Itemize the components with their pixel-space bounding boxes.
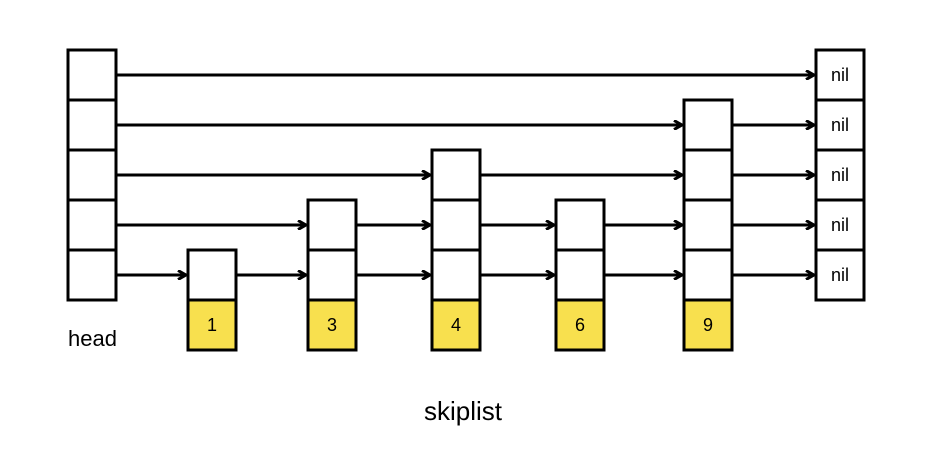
node-9-cell-level-2	[682, 148, 734, 202]
node-6-key-cell	[554, 298, 606, 352]
node-4-key-label: 4	[451, 315, 461, 335]
node-1-cell-level-0	[186, 248, 238, 302]
node-1-key-cell	[186, 298, 238, 352]
nil-label-level-1: nil	[831, 215, 849, 235]
node-3-key-cell	[306, 298, 358, 352]
nil-label-level-4: nil	[831, 65, 849, 85]
head-cell-level-3	[66, 98, 118, 152]
head-cell-level-2	[66, 148, 118, 202]
head-cell-level-1	[66, 198, 118, 252]
nil-cell-level-2	[814, 148, 866, 202]
node-9-cell-level-3	[682, 98, 734, 152]
node-1-key-label: 1	[207, 315, 217, 335]
node-9-cell-level-0	[682, 248, 734, 302]
node-4-cell-level-1	[430, 198, 482, 252]
node-6-key-label: 6	[575, 315, 585, 335]
node-3-cell-level-0	[306, 248, 358, 302]
node-9-key-cell	[682, 298, 734, 352]
node-3-cell-level-1	[306, 198, 358, 252]
head-cell-level-0	[66, 248, 118, 302]
head-cell-level-4	[66, 48, 118, 102]
node-9-key-label: 9	[703, 315, 713, 335]
diagram-caption: skiplist	[424, 396, 503, 426]
node-6-cell-level-1	[554, 198, 606, 252]
node-3-key-label: 3	[327, 315, 337, 335]
text-layer: head skiplist 1 3 4 6 9 nil nil nil nil nil	[68, 65, 849, 426]
nil-label-level-0: nil	[831, 265, 849, 285]
node-9-cell-level-1	[682, 198, 734, 252]
nil-label-level-3: nil	[831, 115, 849, 135]
nil-cell-level-0	[814, 248, 866, 302]
nil-label-level-2: nil	[831, 165, 849, 185]
node-4-cell-level-0	[430, 248, 482, 302]
nil-cell-level-4	[814, 48, 866, 102]
head-label: head	[68, 326, 117, 351]
box-layer	[66, 48, 866, 352]
node-4-key-cell	[430, 298, 482, 352]
node-6-cell-level-0	[554, 248, 606, 302]
node-4-cell-level-2	[430, 148, 482, 202]
